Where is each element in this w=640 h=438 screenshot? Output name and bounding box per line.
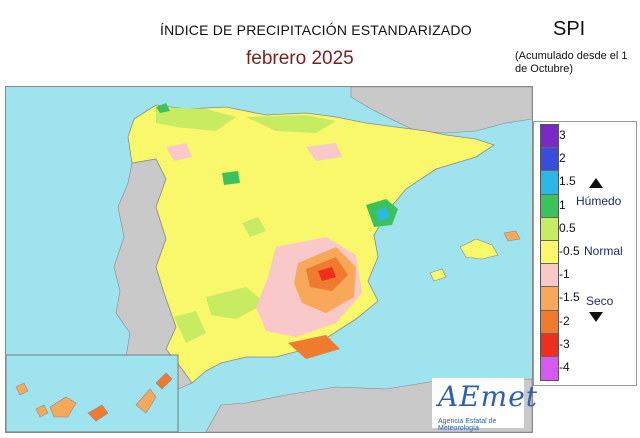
spi-patch-extreme-dry (318, 267, 336, 281)
legend-tick-label: -3 (559, 336, 570, 351)
wet-arrow-icon (589, 178, 603, 188)
dry-arrow-icon (589, 312, 603, 322)
spi-patch-normal-wet (246, 115, 336, 133)
spi-patch-moderately-dry (306, 143, 342, 161)
legend-swatch (541, 217, 558, 241)
legend-tick-label: -4 (559, 360, 570, 374)
spi-patch-wet (156, 103, 170, 113)
legend-swatch (541, 240, 558, 265)
balearic-islands (503, 230, 521, 242)
legend-colorbar (540, 124, 559, 381)
aemet-logo: AEmet Agencia Estatal de Meteorología (432, 378, 537, 432)
legend-swatch (541, 171, 558, 195)
legend-tick-label: -1 (559, 267, 570, 282)
spi-map (5, 86, 533, 433)
legend-swatch (541, 194, 558, 218)
legend-tick-label: 1 (559, 197, 566, 212)
canary-islands (49, 396, 77, 418)
spi-patch-normal-wet (156, 107, 236, 131)
spi-patch-moderately-dry (166, 143, 192, 161)
logo-wordmark: AEmet (438, 380, 539, 413)
legend-tick-label: 0.5 (559, 220, 576, 235)
france-land (350, 87, 532, 134)
legend-swatch (541, 125, 558, 149)
legend-tick-label: -1.5 (559, 290, 580, 305)
spi-patch-normal-wet (206, 287, 266, 319)
canary-islands (155, 372, 173, 390)
map-title: ÍNDICE DE PRECIPITACIÓN ESTANDARIZADO (160, 22, 472, 38)
legend-swatch (541, 264, 558, 288)
map-canvas (6, 87, 532, 432)
legend-swatch (541, 333, 558, 357)
index-label: SPI (553, 18, 586, 40)
spi-patch-extremely-dry (288, 335, 340, 359)
legend-tick-label: 3 (559, 128, 566, 142)
balearic-islands (429, 268, 447, 282)
canary-islands (35, 404, 49, 418)
spi-legend: Húmedo Normal Seco 3 2 1.5 1 0.5 -0.5 -1 -1.5 -2… (533, 121, 637, 386)
legend-swatch (541, 310, 558, 334)
wet-label: Húmedo (576, 194, 622, 208)
spi-patch-very-wet (376, 207, 390, 221)
canary-inset (6, 354, 179, 432)
balearic-islands (459, 238, 499, 260)
spi-patch-normal-wet (242, 217, 266, 237)
normal-label: Normal (584, 244, 623, 258)
index-note: (Acumulado desde el 1 de Octubre) (515, 50, 628, 75)
dry-label: Seco (586, 294, 614, 308)
map-subtitle: febrero 2025 (246, 48, 354, 69)
logo-caption: Agencia Estatal de Meteorología (438, 418, 497, 432)
legend-tick-label: 1.5 (559, 174, 576, 189)
legend-tick-label: -0.5 (559, 244, 580, 258)
legend-tick-label: 2 (559, 151, 566, 166)
canary-islands (87, 404, 109, 422)
canary-islands (15, 382, 29, 396)
legend-swatch (541, 148, 558, 172)
legend-swatch (541, 356, 558, 381)
legend-tick-label: -2 (559, 313, 570, 328)
canary-islands (135, 388, 157, 414)
spi-patch-wet (222, 171, 240, 185)
legend-swatch (541, 287, 558, 311)
spi-patch-normal-wet (174, 311, 206, 343)
